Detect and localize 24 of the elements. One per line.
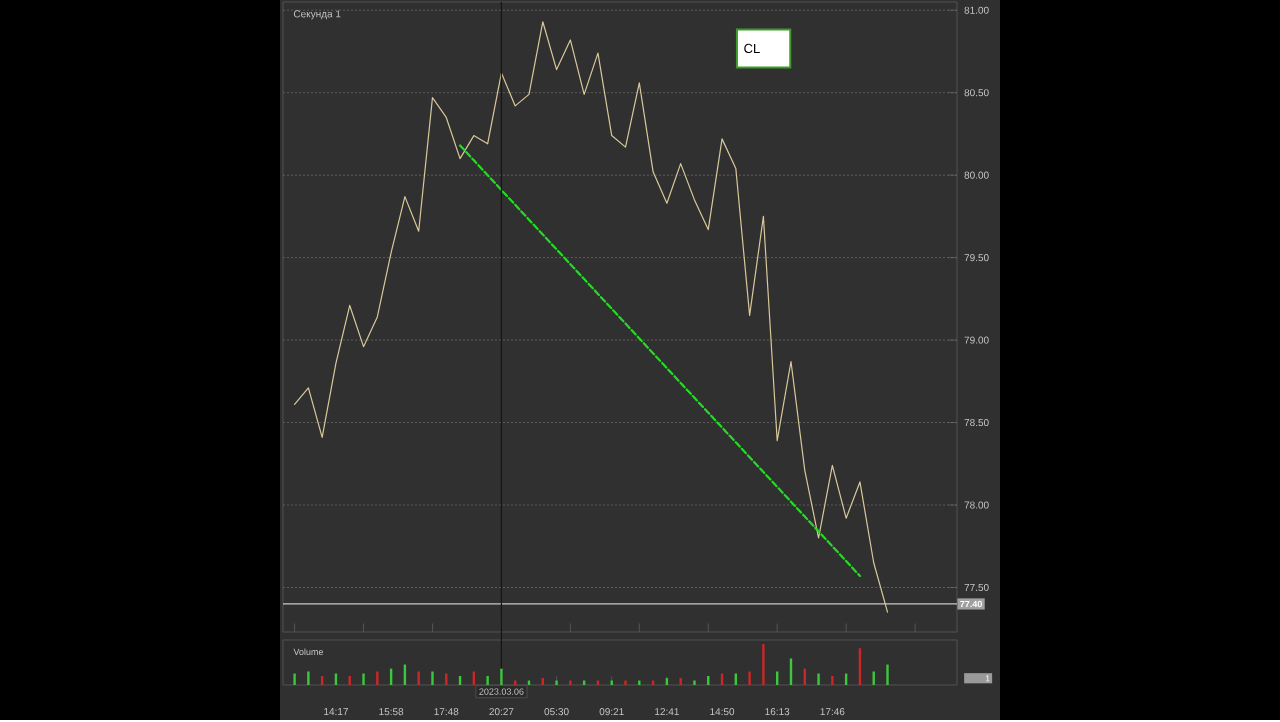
- x-tick-label: 17:46: [820, 708, 845, 716]
- ref-line-label: 77.40: [960, 600, 982, 608]
- x-tick-label: 15:58: [379, 708, 404, 716]
- x-tick-label: 12:41: [655, 708, 679, 716]
- ref-line-label: 2023.03.06: [479, 688, 524, 695]
- y-tick-label: 80.00: [964, 171, 989, 179]
- y-tick-label: 78.00: [964, 501, 989, 509]
- annotation: Volume: [293, 648, 324, 656]
- x-tick-label: 05:30: [544, 708, 569, 716]
- x-tick-label: 16:13: [765, 708, 790, 716]
- x-tick-label: 17:48: [434, 708, 459, 716]
- y-tick-label: 77.50: [964, 584, 989, 592]
- annotation: Секунда 1: [293, 10, 341, 20]
- x-tick-label: 09:21: [599, 708, 624, 716]
- x-tick-label: 14:17: [324, 708, 348, 716]
- y-tick-label: 78.50: [964, 419, 989, 427]
- y-tick-label: 79.50: [964, 254, 989, 262]
- annotation: CL: [744, 43, 760, 54]
- x-tick-label: 20:27: [489, 708, 514, 716]
- text: 1: [985, 675, 990, 682]
- x-tick-label: 14:50: [710, 708, 735, 716]
- y-tick-label: 79.00: [964, 336, 989, 344]
- y-tick-label: 81.00: [964, 6, 989, 14]
- y-tick-label: 80.50: [964, 89, 989, 97]
